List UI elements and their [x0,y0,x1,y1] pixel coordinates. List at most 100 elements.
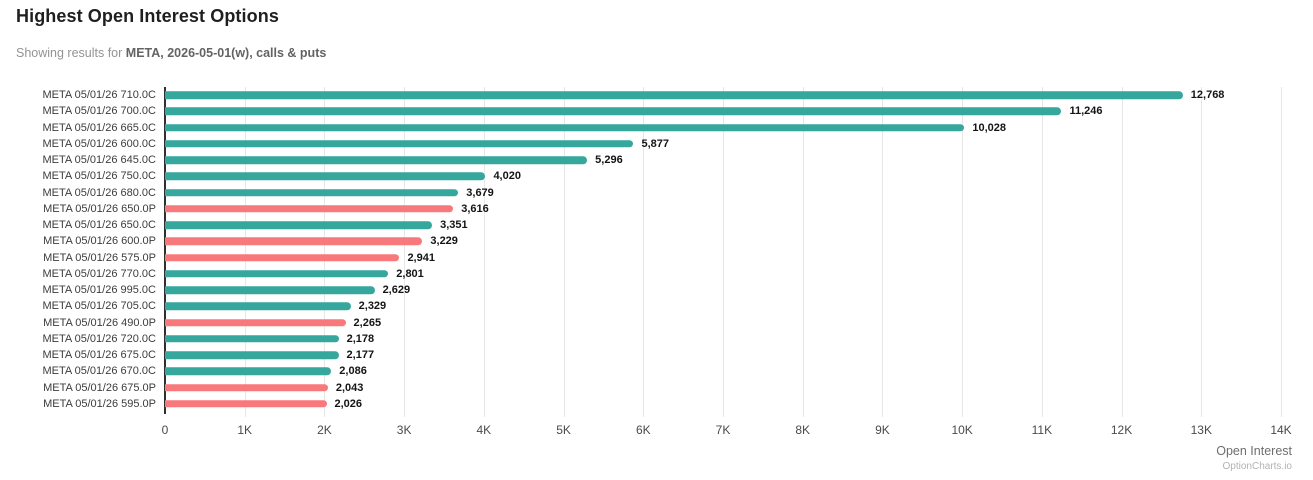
option-contract-label: META 05/01/26 705.0C [42,300,156,313]
open-interest-bar[interactable] [165,205,454,213]
chart-row: META 05/01/26 710.0C 12,768 [42,87,1281,103]
open-interest-bar[interactable] [165,335,339,343]
chart-row: META 05/01/26 600.0C 5,877 [42,136,1281,152]
gridline [1281,87,1282,417]
option-contract-label: META 05/01/26 720.0C [42,332,156,345]
option-contract-label: META 05/01/26 675.0C [42,349,156,362]
value-label: 2,178 [346,332,375,345]
value-label: 5,877 [641,137,669,150]
plot-rows: META 05/01/26 710.0C 12,768 META 05/01/26 … [42,87,1281,412]
gridline [643,87,645,417]
open-interest-bar[interactable] [165,140,634,148]
open-interest-bar[interactable] [165,123,965,132]
value-label: 3,351 [440,219,468,232]
gridlines [165,87,1282,417]
open-interest-bar[interactable] [165,286,375,294]
gridline [802,87,804,417]
value-label: 2,941 [407,251,435,264]
option-contract-label: META 05/01/26 770.0C [42,267,156,280]
open-interest-bar[interactable] [165,221,433,229]
open-interest-bar[interactable] [165,237,423,246]
x-tick-label: 10K [951,423,973,437]
x-tick-label: 1K [237,423,253,437]
value-label: 2,329 [358,300,387,313]
open-interest-bar[interactable] [165,156,588,164]
subtitle-prefix: Showing results for [16,46,126,60]
value-label: 11,246 [1069,105,1103,118]
option-contract-label: META 05/01/26 995.0C [42,284,156,297]
x-tick-label: 14K [1270,423,1292,437]
chart-row: META 05/01/26 665.0C 10,028 [42,120,1281,136]
open-interest-bar[interactable] [165,302,351,311]
subtitle-highlight: META, 2026-05-01(w), calls & puts [125,46,327,60]
open-interest-bar[interactable] [165,91,1183,99]
value-label: 2,026 [334,397,363,410]
x-tick-label: 4K [476,423,492,437]
chart-row: META 05/01/26 750.0C 4,020 [42,168,1281,184]
open-interest-bar[interactable] [165,351,339,359]
option-contract-label: META 05/01/26 665.0C [42,121,156,134]
gridline [563,87,565,417]
option-contract-label: META 05/01/26 600.0P [43,235,156,248]
option-contract-label: META 05/01/26 595.0P [43,397,156,410]
x-tick-label: 12K [1110,423,1133,437]
x-tick-label: 2K [317,423,332,437]
open-interest-bar[interactable] [165,383,328,392]
gridline [1201,87,1203,417]
open-interest-bar[interactable] [165,107,1062,116]
x-axis-ticks: 0 1K 2K 3K 4K 5K 6K 7K 8K 9K 10K 11K 12K 13K 14K [161,423,1292,439]
option-contract-label: META 05/01/26 575.0P [43,251,156,264]
chart-row: META 05/01/26 675.0P 2,043 [43,380,1281,396]
option-contract-label: META 05/01/26 490.0P [43,316,156,329]
gridline [483,87,485,417]
chart-row: META 05/01/26 595.0P 2,026 [43,396,1281,412]
option-contract-label: META 05/01/26 645.0C [42,154,156,167]
option-contract-label: META 05/01/26 675.0P [43,381,156,394]
value-label: 3,229 [430,235,458,248]
open-interest-bar[interactable] [165,172,486,181]
gridline [324,87,326,417]
value-label: 2,086 [339,365,367,378]
gridline [723,87,724,417]
y-axis-line [164,87,166,414]
gridline [882,87,884,417]
option-contract-label: META 05/01/26 700.0C [42,105,156,118]
open-interest-bar[interactable] [165,367,332,376]
option-contract-label: META 05/01/26 680.0C [42,186,156,199]
open-interest-bar[interactable] [165,188,459,197]
x-axis-title: Open Interest [1216,444,1292,458]
x-tick-label: 0 [161,423,169,437]
subtitle: Showing results for META, 2026-05-01(w),… [16,46,326,60]
x-tick-label: 8K [795,423,811,437]
gridline [1121,87,1123,417]
x-tick-label: 5K [556,423,571,437]
open-interest-bar[interactable] [165,318,346,327]
gridline [962,87,964,417]
chart-row: META 05/01/26 575.0P 2,941 [43,250,1281,266]
value-label: 3,679 [466,186,494,199]
chart-row: META 05/01/26 770.0C 2,801 [42,266,1281,282]
gridline [404,87,406,417]
value-label: 2,801 [396,267,424,280]
x-tick-label: 7K [715,423,731,437]
value-label: 12,768 [1190,89,1225,102]
chart-row: META 05/01/26 705.0C 2,329 [42,298,1281,314]
open-interest-bar[interactable] [165,400,327,408]
chart-row: META 05/01/26 650.0C 3,351 [42,217,1281,233]
chart-row: META 05/01/26 600.0P 3,229 [43,233,1281,249]
open-interest-bar[interactable] [165,270,389,278]
value-label: 10,028 [972,121,1007,134]
x-tick-label: 6K [635,423,651,437]
value-label: 2,177 [346,349,375,362]
chart-row: META 05/01/26 670.0C 2,086 [42,363,1281,379]
x-tick-label: 13K [1190,423,1212,437]
option-contract-label: META 05/01/26 650.0C [42,219,156,232]
gridline [1041,87,1043,417]
chart-row: META 05/01/26 680.0C 3,679 [42,185,1281,201]
x-tick-label: 3K [396,423,412,437]
page-title: Highest Open Interest Options [16,6,279,26]
x-tick-label: 9K [875,423,890,437]
open-interest-bar[interactable] [165,253,400,262]
option-contract-label: META 05/01/26 650.0P [43,202,156,215]
